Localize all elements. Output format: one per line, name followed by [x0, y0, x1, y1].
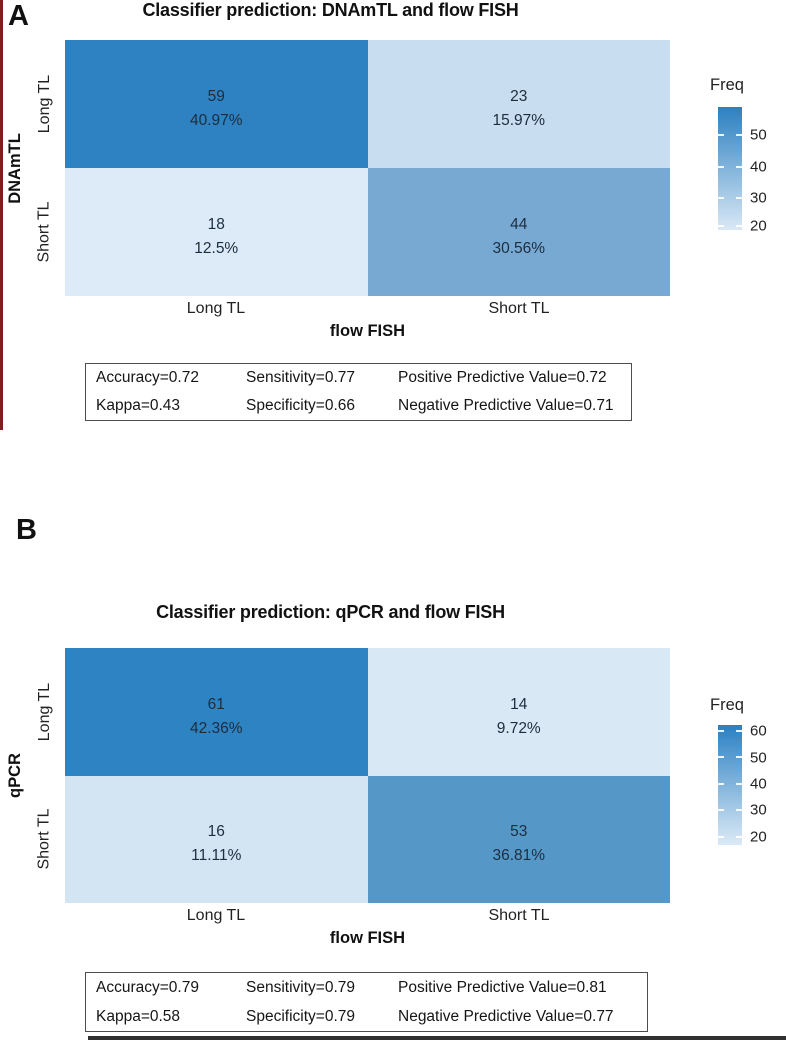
stat-ppv: Positive Predictive Value=0.72 — [398, 369, 607, 386]
stat-npv: Negative Predictive Value=0.77 — [398, 1007, 614, 1025]
stat-kappa: Kappa=0.58 — [96, 1007, 181, 1025]
cell-count: 23 — [510, 87, 528, 105]
cell-count: 61 — [207, 695, 225, 713]
stat-specificity: Specificity=0.66 — [246, 397, 355, 414]
legend-tick-label: 30 — [750, 801, 767, 819]
colorbar-tickmark — [736, 166, 742, 169]
colorbar-tickmark — [718, 730, 724, 732]
x-axis-tick-label: Short TL — [488, 300, 550, 317]
y-axis-tick-label: Short TL — [36, 808, 54, 870]
legend-title: Freq — [710, 696, 744, 714]
cell-percent: 42.36% — [189, 719, 243, 737]
panel-letter-a: A — [8, 0, 29, 32]
stat-specificity: Specificity=0.79 — [246, 1007, 355, 1025]
legend-tick-label: 40 — [750, 775, 767, 793]
colorbar-tickmark — [736, 730, 742, 732]
colorbar-tickmark — [736, 756, 742, 759]
colorbar-gradient — [718, 107, 742, 230]
colorbar-tickmark — [718, 225, 724, 228]
y-axis-title: qPCR — [5, 753, 24, 798]
matrix-cell: 16 11.11% — [65, 775, 368, 903]
y-axis-title: DNAmTL — [5, 132, 24, 204]
stat-accuracy: Accuracy=0.79 — [96, 978, 199, 996]
cell-count: 14 — [510, 695, 528, 713]
scan-artifact-bottom — [88, 1036, 786, 1040]
y-axis-tick-label: Long TL — [36, 682, 54, 741]
cell-count: 53 — [510, 823, 528, 841]
legend-title: Freq — [710, 76, 744, 94]
colorbar-tickmark — [736, 197, 742, 200]
legend-tick-label: 60 — [750, 722, 767, 740]
colorbar-tickmark — [718, 197, 724, 200]
x-axis-title: flow FISH — [329, 929, 406, 947]
cell-percent: 12.5% — [194, 240, 239, 257]
x-axis-tick-label: Long TL — [186, 907, 246, 924]
stat-ppv: Positive Predictive Value=0.81 — [398, 978, 607, 996]
matrix-cell: 44 30.56% — [367, 168, 670, 296]
matrix-cell: 14 9.72% — [367, 648, 670, 776]
performance-stats-box: Accuracy=0.79 Sensitivity=0.79 Positive … — [85, 972, 648, 1032]
colorbar-tickmark — [718, 809, 724, 812]
x-axis-tick-label: Long TL — [186, 300, 246, 317]
stat-npv: Negative Predictive Value=0.71 — [398, 397, 614, 414]
colorbar-tickmark — [718, 166, 724, 169]
legend-tick-label: 20 — [750, 217, 767, 235]
y-axis-tick-label: Long TL — [36, 74, 54, 134]
matrix-cell: 59 40.97% — [65, 40, 368, 168]
matrix-cell: 18 12.5% — [65, 168, 368, 296]
cell-percent: 36.81% — [492, 847, 546, 865]
colorbar-tickmark — [718, 782, 724, 785]
confusion-matrix: 59 40.97% 23 15.97% 18 12.5% 44 30.56% — [65, 40, 670, 296]
matrix-cell: 23 15.97% — [367, 40, 670, 168]
colorbar-tickmark — [736, 809, 742, 812]
colorbar-tickmark — [718, 756, 724, 759]
colorbar-gradient — [718, 725, 742, 845]
stat-accuracy: Accuracy=0.72 — [96, 369, 199, 386]
cell-count: 59 — [207, 87, 225, 105]
stat-sensitivity: Sensitivity=0.79 — [246, 978, 355, 996]
chart-title: Classifier prediction: qPCR and flow FIS… — [156, 602, 505, 622]
cell-percent: 11.11% — [191, 847, 242, 865]
stat-sensitivity: Sensitivity=0.77 — [246, 369, 355, 386]
matrix-cell: 61 42.36% — [65, 648, 368, 776]
chart-title: Classifier prediction: DNAmTL and flow F… — [142, 0, 519, 20]
colorbar-tickmark — [736, 225, 742, 228]
legend-tick-label: 30 — [750, 189, 767, 207]
colorbar-tickmark — [736, 134, 742, 137]
cell-count: 16 — [207, 823, 225, 841]
legend-tick-label: 50 — [750, 126, 767, 144]
cell-count: 18 — [207, 215, 225, 233]
stat-kappa: Kappa=0.43 — [96, 397, 181, 414]
cell-count: 44 — [510, 215, 528, 233]
cell-percent: 30.56% — [492, 240, 546, 257]
x-axis-title: flow FISH — [329, 322, 406, 340]
matrix-cell: 53 36.81% — [367, 775, 670, 903]
colorbar-tickmark — [736, 782, 742, 785]
x-axis-tick-label: Short TL — [488, 907, 550, 924]
cell-percent: 9.72% — [496, 719, 541, 737]
performance-stats-box: Accuracy=0.72 Sensitivity=0.77 Positive … — [85, 363, 632, 421]
legend-tick-label: 40 — [750, 158, 767, 176]
legend-tick-label: 50 — [750, 749, 767, 767]
colorbar-tickmark — [718, 835, 724, 838]
scan-artifact-left — [0, 0, 3, 430]
colorbar-tickmark — [718, 134, 724, 137]
cell-percent: 40.97% — [189, 112, 243, 129]
cell-percent: 15.97% — [492, 112, 546, 129]
legend-tick-label: 20 — [750, 828, 767, 846]
panel-letter-b: B — [16, 514, 37, 546]
y-axis-tick-label: Short TL — [36, 201, 54, 263]
confusion-matrix: 61 42.36% 14 9.72% 16 11.11% 53 36.81% — [65, 648, 670, 903]
colorbar-tickmark — [736, 835, 742, 838]
